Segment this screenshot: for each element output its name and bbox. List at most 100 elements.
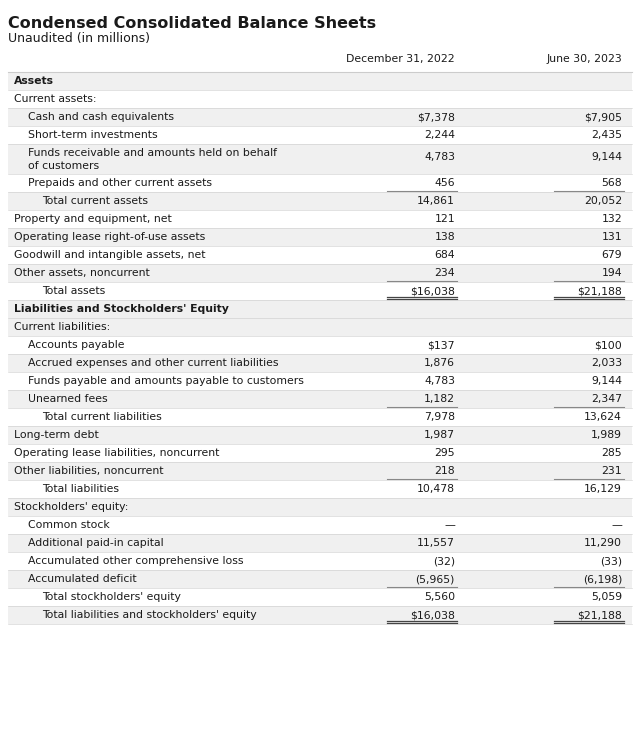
FancyBboxPatch shape: [8, 174, 632, 192]
FancyBboxPatch shape: [8, 228, 632, 246]
Text: —: —: [611, 520, 622, 530]
Text: 194: 194: [602, 268, 622, 278]
Text: Total liabilities: Total liabilities: [42, 484, 119, 494]
Text: 218: 218: [435, 466, 455, 476]
Text: 121: 121: [435, 214, 455, 224]
Text: 4,783: 4,783: [424, 376, 455, 386]
Text: $21,188: $21,188: [577, 286, 622, 296]
Text: 231: 231: [602, 466, 622, 476]
Text: $100: $100: [595, 340, 622, 350]
Text: 5,560: 5,560: [424, 592, 455, 602]
Text: $21,188: $21,188: [577, 610, 622, 620]
Text: Accrued expenses and other current liabilities: Accrued expenses and other current liabi…: [28, 358, 278, 368]
FancyBboxPatch shape: [8, 480, 632, 498]
Text: 295: 295: [435, 448, 455, 458]
Text: Current liabilities:: Current liabilities:: [14, 322, 110, 332]
Text: Common stock: Common stock: [28, 520, 109, 530]
Text: $7,905: $7,905: [584, 112, 622, 122]
Text: 679: 679: [602, 250, 622, 260]
Text: 285: 285: [602, 448, 622, 458]
Text: $137: $137: [428, 340, 455, 350]
Text: Accounts payable: Accounts payable: [28, 340, 125, 350]
FancyBboxPatch shape: [8, 336, 632, 354]
FancyBboxPatch shape: [8, 462, 632, 480]
FancyBboxPatch shape: [8, 588, 632, 606]
FancyBboxPatch shape: [8, 282, 632, 300]
FancyBboxPatch shape: [8, 372, 632, 390]
Text: (32): (32): [433, 556, 455, 566]
Text: Condensed Consolidated Balance Sheets: Condensed Consolidated Balance Sheets: [8, 16, 376, 31]
Text: Cash and cash equivalents: Cash and cash equivalents: [28, 112, 174, 122]
Text: Short-term investments: Short-term investments: [28, 130, 157, 140]
Text: 1,987: 1,987: [424, 430, 455, 440]
Text: 4,783: 4,783: [424, 152, 455, 162]
Text: 7,978: 7,978: [424, 412, 455, 422]
FancyBboxPatch shape: [8, 108, 632, 126]
FancyBboxPatch shape: [8, 144, 632, 174]
Text: 2,347: 2,347: [591, 394, 622, 404]
Text: 10,478: 10,478: [417, 484, 455, 494]
FancyBboxPatch shape: [8, 126, 632, 144]
Text: 2,244: 2,244: [424, 130, 455, 140]
Text: Current assets:: Current assets:: [14, 94, 97, 104]
Text: 16,129: 16,129: [584, 484, 622, 494]
Text: 131: 131: [602, 232, 622, 242]
Text: Funds payable and amounts payable to customers: Funds payable and amounts payable to cus…: [28, 376, 304, 386]
Text: (33): (33): [600, 556, 622, 566]
Text: Total current liabilities: Total current liabilities: [42, 412, 162, 422]
Text: 9,144: 9,144: [591, 152, 622, 162]
FancyBboxPatch shape: [8, 210, 632, 228]
Text: December 31, 2022: December 31, 2022: [346, 54, 455, 64]
Text: 568: 568: [602, 178, 622, 188]
FancyBboxPatch shape: [8, 552, 632, 570]
Text: $7,378: $7,378: [417, 112, 455, 122]
Text: 138: 138: [435, 232, 455, 242]
Text: $16,038: $16,038: [410, 610, 455, 620]
Text: Total current assets: Total current assets: [42, 196, 148, 206]
Text: 1,876: 1,876: [424, 358, 455, 368]
Text: Operating lease right-of-use assets: Operating lease right-of-use assets: [14, 232, 205, 242]
FancyBboxPatch shape: [8, 426, 632, 444]
FancyBboxPatch shape: [8, 606, 632, 624]
Text: Other assets, noncurrent: Other assets, noncurrent: [14, 268, 150, 278]
FancyBboxPatch shape: [8, 72, 632, 90]
Text: Accumulated deficit: Accumulated deficit: [28, 574, 136, 584]
Text: 2,435: 2,435: [591, 130, 622, 140]
FancyBboxPatch shape: [8, 498, 632, 516]
Text: June 30, 2023: June 30, 2023: [547, 54, 622, 64]
Text: 2,033: 2,033: [591, 358, 622, 368]
Text: 11,557: 11,557: [417, 538, 455, 548]
FancyBboxPatch shape: [8, 300, 632, 318]
Text: of customers: of customers: [28, 161, 99, 171]
FancyBboxPatch shape: [8, 408, 632, 426]
Text: Assets: Assets: [14, 76, 54, 86]
Text: Unaudited (in millions): Unaudited (in millions): [8, 32, 150, 45]
Text: 20,052: 20,052: [584, 196, 622, 206]
Text: —: —: [444, 520, 455, 530]
FancyBboxPatch shape: [8, 90, 632, 108]
FancyBboxPatch shape: [8, 444, 632, 462]
FancyBboxPatch shape: [8, 534, 632, 552]
FancyBboxPatch shape: [8, 192, 632, 210]
Text: Property and equipment, net: Property and equipment, net: [14, 214, 172, 224]
FancyBboxPatch shape: [8, 570, 632, 588]
Text: 11,290: 11,290: [584, 538, 622, 548]
Text: (6,198): (6,198): [582, 574, 622, 584]
Text: 1,989: 1,989: [591, 430, 622, 440]
Text: 456: 456: [435, 178, 455, 188]
Text: Accumulated other comprehensive loss: Accumulated other comprehensive loss: [28, 556, 243, 566]
Text: Stockholders' equity:: Stockholders' equity:: [14, 502, 129, 512]
Text: 14,861: 14,861: [417, 196, 455, 206]
Text: Total liabilities and stockholders' equity: Total liabilities and stockholders' equi…: [42, 610, 257, 620]
Text: Prepaids and other current assets: Prepaids and other current assets: [28, 178, 212, 188]
Text: Total assets: Total assets: [42, 286, 105, 296]
Text: Liabilities and Stockholders' Equity: Liabilities and Stockholders' Equity: [14, 304, 229, 314]
Text: 234: 234: [435, 268, 455, 278]
Text: Long-term debt: Long-term debt: [14, 430, 99, 440]
FancyBboxPatch shape: [8, 354, 632, 372]
FancyBboxPatch shape: [8, 318, 632, 336]
FancyBboxPatch shape: [8, 264, 632, 282]
FancyBboxPatch shape: [8, 516, 632, 534]
Text: Unearned fees: Unearned fees: [28, 394, 108, 404]
Text: Additional paid-in capital: Additional paid-in capital: [28, 538, 164, 548]
